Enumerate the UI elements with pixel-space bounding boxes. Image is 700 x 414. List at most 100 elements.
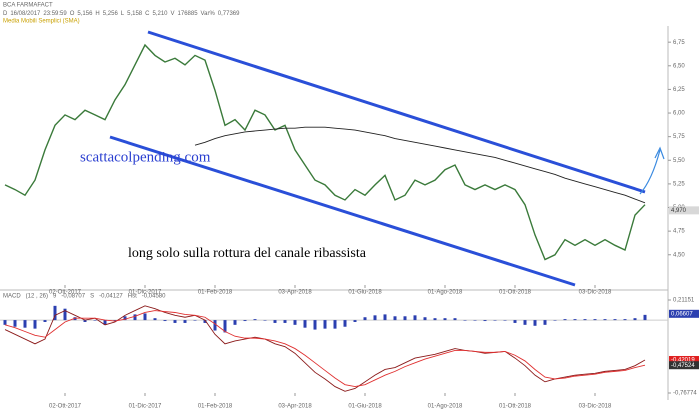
histogram-bar bbox=[583, 319, 587, 321]
macd-legend: -0,08707 bbox=[61, 294, 85, 300]
x-tick-label: 01-Ago-2018 bbox=[428, 290, 463, 296]
x-tick-label: 01-Feb-2018 bbox=[198, 404, 233, 410]
macd-legend: -0,04580 bbox=[142, 294, 166, 300]
histogram-bar bbox=[483, 320, 487, 322]
y-tick-label: 0,21151 bbox=[673, 298, 695, 304]
histogram-bar bbox=[113, 320, 117, 322]
histogram-bar bbox=[203, 320, 207, 323]
histogram-bar bbox=[343, 320, 347, 327]
histogram-bar bbox=[163, 320, 167, 322]
histogram-bar bbox=[213, 320, 217, 331]
value-box-label: 4,970 bbox=[671, 208, 687, 214]
value-box bbox=[669, 355, 699, 364]
channel-upper bbox=[147, 30, 646, 194]
macd-legend: 9 bbox=[53, 294, 57, 300]
histogram-bar bbox=[173, 320, 177, 323]
x-tick-label: 01-Feb-2018 bbox=[198, 290, 233, 296]
info-item: 5,256 bbox=[103, 11, 119, 17]
y-tick-label: 4,50 bbox=[673, 252, 685, 258]
value-box-label: 0,06607 bbox=[671, 311, 693, 317]
histogram-bar bbox=[193, 320, 197, 321]
histogram-bar bbox=[423, 317, 427, 321]
histogram-bar bbox=[523, 320, 527, 325]
annotation-text: long solo sulla rottura del canale ribas… bbox=[128, 246, 367, 261]
histogram-bar bbox=[413, 315, 417, 321]
histogram-bar bbox=[143, 313, 147, 321]
histogram-bar bbox=[23, 320, 27, 328]
info-item: 0,77369 bbox=[218, 11, 240, 17]
annotation-site: scattacolpending.com bbox=[80, 149, 211, 165]
histogram-bar bbox=[63, 308, 67, 321]
histogram-bar bbox=[243, 320, 247, 322]
series-line bbox=[4, 43, 646, 261]
x-tick-label: 03-Dic-2018 bbox=[579, 404, 612, 410]
value-box bbox=[669, 309, 699, 318]
info-item: 5,158 bbox=[127, 11, 143, 17]
x-tick-label: 03-Apr-2018 bbox=[278, 404, 312, 410]
x-tick-label: 02-Ott-2017 bbox=[49, 290, 82, 296]
histogram-bar bbox=[123, 316, 127, 321]
x-tick-label: 03-Apr-2018 bbox=[278, 290, 312, 296]
macd-legend: S bbox=[90, 294, 94, 300]
histogram-bar bbox=[573, 319, 577, 321]
histogram-bar bbox=[13, 320, 17, 327]
histogram-bar bbox=[443, 318, 447, 321]
histogram-bar bbox=[333, 320, 337, 329]
histogram-bar bbox=[553, 320, 557, 321]
histogram-bar bbox=[363, 317, 367, 321]
histogram-bar bbox=[643, 314, 647, 321]
histogram-bar bbox=[403, 316, 407, 321]
value-box bbox=[669, 206, 699, 215]
info-item: 23:59:59 bbox=[43, 11, 67, 17]
macd-legend: Hst bbox=[128, 294, 137, 300]
info-item: D bbox=[3, 11, 8, 17]
breakout-arrow bbox=[639, 149, 661, 195]
x-tick-label: 01-Giu-2018 bbox=[348, 290, 382, 296]
histogram-bar bbox=[633, 318, 637, 321]
info-item: 5,156 bbox=[77, 11, 93, 17]
histogram-bar bbox=[593, 319, 597, 321]
x-tick-label: 02-Ott-2017 bbox=[49, 404, 82, 410]
value-box bbox=[669, 361, 699, 370]
histogram-bar bbox=[103, 320, 107, 325]
x-tick-label: 01-Ago-2018 bbox=[428, 404, 463, 410]
histogram-bar bbox=[543, 320, 547, 325]
info-item: C bbox=[145, 11, 150, 17]
histogram-bar bbox=[613, 319, 617, 321]
histogram-bar bbox=[383, 314, 387, 321]
histogram-bar bbox=[273, 320, 277, 323]
value-box-label: -0,47524 bbox=[671, 363, 695, 369]
x-tick-label: 01-Giu-2018 bbox=[348, 404, 382, 410]
histogram-bar bbox=[493, 320, 497, 321]
histogram-bar bbox=[83, 320, 87, 322]
y-tick-label: 6,25 bbox=[673, 87, 685, 93]
x-tick-label: 01-Ott-2018 bbox=[499, 404, 532, 410]
histogram-bar bbox=[93, 320, 97, 321]
histogram-bar bbox=[603, 319, 607, 321]
histogram-bar bbox=[253, 319, 257, 321]
histogram-bar bbox=[33, 320, 37, 329]
histogram-bar bbox=[563, 319, 567, 321]
y-tick-label: 5,75 bbox=[673, 134, 685, 140]
histogram-bar bbox=[293, 320, 297, 325]
histogram-bar bbox=[133, 314, 137, 321]
series-line bbox=[4, 310, 646, 388]
histogram-bar bbox=[513, 320, 517, 323]
histogram-bar bbox=[223, 320, 227, 333]
info-item: V bbox=[171, 11, 175, 17]
x-tick-label: 01-Ott-2018 bbox=[499, 290, 532, 296]
info-item: O bbox=[70, 11, 75, 17]
histogram-bar bbox=[353, 320, 357, 322]
value-box-label: -0,42019 bbox=[671, 358, 695, 364]
info-item: 5,210 bbox=[152, 11, 168, 17]
histogram-bar bbox=[283, 320, 287, 323]
histogram-bar bbox=[533, 320, 537, 326]
indicator-label: Media Mobili Semplici (SMA) bbox=[3, 19, 80, 25]
histogram-bar bbox=[303, 320, 307, 328]
x-tick-label: 03-Dic-2018 bbox=[579, 290, 612, 296]
info-item: 16/08/2017 bbox=[10, 11, 41, 17]
macd-legend: MACD bbox=[3, 294, 21, 300]
y-tick-label: 6,75 bbox=[673, 40, 685, 46]
info-item: L bbox=[121, 11, 125, 17]
